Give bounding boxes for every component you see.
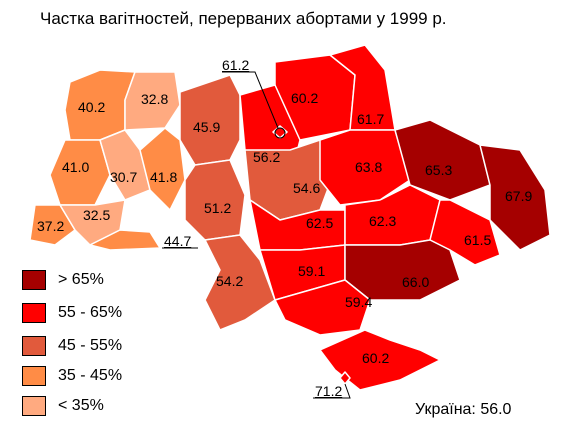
ukraine-total: Україна: 56.0 xyxy=(415,401,512,418)
region-value-label: 32.5 xyxy=(83,207,110,223)
region-8 xyxy=(89,229,161,251)
legend-label: 55 - 65% xyxy=(58,304,123,321)
region-value-label: 30.7 xyxy=(110,169,137,185)
region-value-label: 65.3 xyxy=(425,162,452,178)
legend-label: < 35% xyxy=(58,397,104,414)
legend-label: > 65% xyxy=(58,271,104,288)
region-value-label: 60.2 xyxy=(291,90,318,106)
region-value-label: 40.2 xyxy=(78,99,105,115)
region-value-label: 41.0 xyxy=(62,159,89,175)
region-9 xyxy=(184,159,246,241)
region-value-label: 51.2 xyxy=(204,200,231,216)
region-4 xyxy=(99,129,151,201)
legend-label: 35 - 45% xyxy=(58,367,123,384)
callout-label: 71.2 xyxy=(315,383,342,399)
legend-label: 45 - 55% xyxy=(58,337,123,354)
callout-label: 61.2 xyxy=(222,57,249,73)
legend-swatch xyxy=(22,336,46,356)
region-26 xyxy=(339,371,351,385)
region-value-label: 62.5 xyxy=(306,215,333,231)
callout-leader-line xyxy=(222,71,279,129)
region-value-label: 67.9 xyxy=(505,188,532,204)
region-value-label: 54.6 xyxy=(293,180,320,196)
callout-label: 44.7 xyxy=(164,233,191,249)
region-value-label: 63.8 xyxy=(355,159,382,175)
region-value-label: 54.2 xyxy=(216,273,243,289)
legend-swatch xyxy=(22,270,46,290)
region-value-label: 59.1 xyxy=(298,263,325,279)
legend-swatch xyxy=(22,396,46,416)
region-10 xyxy=(204,234,276,331)
region-value-label: 60.2 xyxy=(362,350,389,366)
region-value-label: 61.7 xyxy=(357,111,384,127)
region-23 xyxy=(344,239,461,301)
city-marker xyxy=(274,127,286,139)
region-value-label: 62.3 xyxy=(369,213,396,229)
region-value-label: 37.2 xyxy=(37,218,64,234)
map-title: Частка вагітностей, перерваних абортами … xyxy=(40,9,447,28)
region-value-label: 32.8 xyxy=(141,91,168,107)
region-6 xyxy=(29,204,76,246)
region-value-label: 59.4 xyxy=(345,294,372,310)
region-value-label: 56.2 xyxy=(253,149,280,165)
legend-swatch xyxy=(22,303,46,323)
region-value-label: 66.0 xyxy=(402,274,429,290)
region-18 xyxy=(479,144,551,251)
region-24 xyxy=(274,279,371,336)
legend-swatch xyxy=(22,366,46,386)
region-16 xyxy=(319,129,411,206)
region-value-label: 61.5 xyxy=(464,232,491,248)
region-value-label: 41.8 xyxy=(150,169,177,185)
region-value-label: 45.9 xyxy=(193,119,220,135)
callout-leader-line xyxy=(313,383,351,399)
